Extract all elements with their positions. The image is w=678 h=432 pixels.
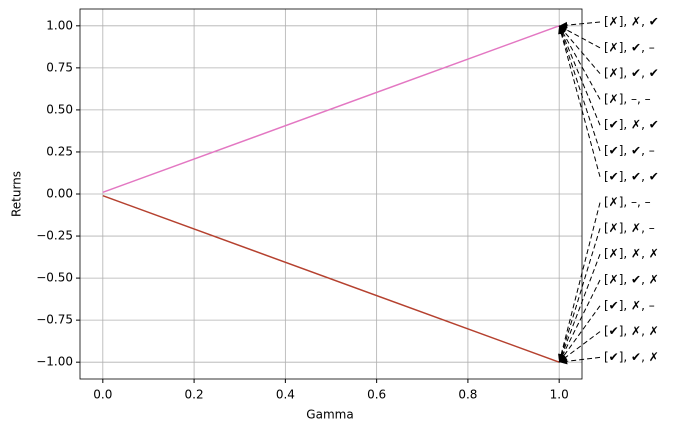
annotation-arrow [558,25,601,100]
annotation-arrow [558,202,601,363]
annotation-arrow [558,25,601,126]
x-tick-label: 0.4 [276,388,295,402]
annotation-label: [✔], ✗, – [604,298,655,312]
annotation-label: [✔], ✗, ✗ [604,324,659,338]
annotation-label: [✗], –, – [604,195,651,209]
annotation-label: [✗], ✗, ✗ [604,247,659,261]
x-tick-label: 1.0 [550,388,569,402]
y-tick-label: 0.00 [46,187,73,201]
annotation-label: [✗], ✔, ✔ [604,66,659,80]
annotation-label: [✔], ✔, ✗ [604,350,659,364]
annotation-label: [✗], ✗, – [604,221,655,235]
annotation-arrow [558,305,601,363]
annotation-arrow [558,25,601,74]
y-tick-label: 0.50 [46,102,73,116]
x-axis-label: Gamma [306,408,353,422]
annotation-arrow [558,25,601,177]
annotation-arrow [558,254,601,363]
y-tick-label: −0.25 [36,229,73,243]
annotation-arrow [558,279,601,363]
x-tick-label: 0.0 [93,388,112,402]
y-axis-label: Returns [10,171,24,217]
annotation-arrow [559,356,601,365]
annotation-label: [✔], ✗, ✔ [604,118,659,132]
plot-frame [79,8,583,380]
series-line [102,194,560,363]
annotation-arrow [558,228,601,363]
series-line [102,25,560,194]
y-tick-label: 0.25 [46,144,73,158]
x-tick-label: 0.8 [458,388,477,402]
annotation-arrow [558,331,601,363]
y-tick-label: 0.75 [46,60,73,74]
annotation-arrow [559,21,601,29]
annotation-label: [✗], ✗, ✔ [604,15,659,29]
x-tick-label: 0.2 [185,388,204,402]
y-tick-label: −1.00 [36,355,73,369]
annotation-arrow [558,25,601,152]
annotation-label: [✔], ✔, ✔ [604,169,659,183]
y-tick-label: −0.50 [36,271,73,285]
annotation-label: [✗], ✔, ✗ [604,273,659,287]
x-tick-label: 0.6 [367,388,386,402]
annotation-label: [✗], ✔, – [604,40,655,54]
annotation-label: [✔], ✔, – [604,144,655,158]
y-tick-label: 1.00 [46,18,73,32]
y-tick-label: −0.75 [36,313,73,327]
annotation-label: [✗], –, – [604,92,651,106]
